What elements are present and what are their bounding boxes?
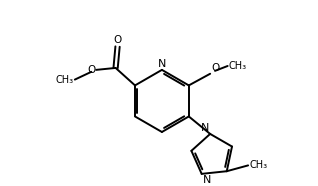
Text: CH₃: CH₃ (56, 75, 74, 85)
Text: CH₃: CH₃ (229, 61, 247, 71)
Text: N: N (158, 59, 166, 69)
Text: N: N (201, 123, 209, 133)
Text: O: O (87, 65, 95, 75)
Text: CH₃: CH₃ (249, 160, 267, 170)
Text: O: O (114, 35, 122, 45)
Text: O: O (211, 63, 219, 73)
Text: N: N (203, 175, 211, 185)
